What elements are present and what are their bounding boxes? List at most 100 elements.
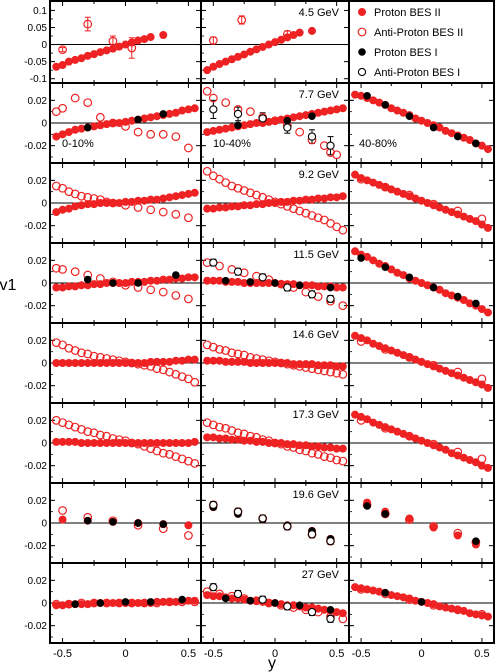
panel-r3-c2 (348, 242, 495, 324)
proton-bes1-point (405, 273, 414, 282)
panel-r4-c1: 14.6 GeV (200, 322, 350, 404)
proton-bes2-point (338, 104, 347, 113)
proton-bes2-point (190, 273, 199, 282)
proton-bes1-point (109, 518, 117, 526)
proton-bes1-point (146, 598, 155, 606)
y-tick-label: -0.02 (24, 221, 47, 232)
proton-bes2-point (483, 612, 492, 621)
antiproton-bes1-point (258, 595, 267, 604)
panel-r7-c1: 27 GeV (200, 562, 350, 644)
antiproton-bes1-point (258, 514, 267, 523)
antiproton-bes2-point (58, 418, 67, 428)
antiproton-bes2-point (190, 377, 200, 387)
panel-r4-c2 (348, 322, 495, 404)
panel-r2-c0: -0.02 0 0.02 (24, 162, 202, 244)
proton-bes1-point (308, 112, 316, 120)
antiproton-bes2-point (338, 301, 348, 311)
proton-bes1-point (83, 275, 92, 284)
antiproton-bes2-point (208, 420, 218, 430)
antiproton-bes2-point (184, 294, 193, 304)
antiproton-bes2-point (221, 98, 231, 107)
antiproton-bes2-point (221, 423, 231, 433)
antiproton-bes2-point (51, 263, 61, 273)
proton-bes2-point (477, 305, 486, 314)
proton-bes1-point (381, 510, 390, 518)
panel-r6-c1: 19.6 GeV (200, 482, 350, 564)
proton-bes2-point (483, 463, 492, 472)
antiproton-bes2-point (338, 369, 348, 379)
centrality-label: 40-80% (359, 138, 397, 150)
antiproton-bes2-point (70, 422, 80, 432)
antiproton-bes2-point (239, 186, 249, 195)
antiproton-bes2-point (208, 93, 218, 103)
antiproton-bes2-point (171, 452, 181, 462)
proton-bes2-point (405, 514, 414, 523)
antiproton-bes2-point (158, 207, 168, 217)
proton-bes1-point (429, 123, 438, 132)
antiproton-bes2-point (89, 428, 99, 438)
panel-r1-c2: 40-80% (348, 82, 495, 164)
antiproton-bes2-point (177, 454, 187, 464)
panel-r4-c0: -0.02 0 0.02 (24, 322, 202, 404)
proton-bes1-point (121, 598, 130, 606)
antiproton-bes2-point (313, 213, 323, 223)
y-tick-label: 0.05 (28, 23, 48, 34)
proton-bes2-point (159, 30, 168, 39)
antiproton-bes2-point (70, 189, 80, 199)
proton-bes1-point (109, 279, 117, 287)
antiproton-bes2-point (184, 143, 193, 153)
antiproton-bes2-point (51, 415, 61, 425)
legend-item: Anti-Proton BES I (357, 67, 460, 79)
antiproton-bes2-point (146, 205, 156, 215)
antiproton-bes2-point (184, 531, 193, 540)
antiproton-bes2-point (245, 188, 255, 198)
antiproton-bes2-point (319, 452, 329, 462)
antiproton-bes2-point (158, 365, 168, 375)
panel-r2-c1: 9.2 GeV (200, 162, 350, 244)
proton-bes2-point (459, 295, 468, 304)
proton-bes2-point (471, 217, 480, 226)
legend: Proton BES II Anti-Proton BES II Proton BE… (357, 7, 463, 79)
antiproton-bes2-point (64, 187, 74, 197)
proton-bes1-point (71, 600, 79, 608)
antiproton-bes2-point (233, 349, 243, 359)
panel-r1-c1: 7.7 GeV 10-40% (200, 82, 350, 164)
proton-bes1-point (178, 595, 186, 604)
energy-label: 7.7 GeV (299, 89, 340, 101)
antiproton-bes2-point (289, 204, 298, 214)
proton-bes2-point (190, 437, 199, 446)
panel-r3-c0: -0.02 0 0.02 (24, 242, 202, 324)
energy-label: 14.6 GeV (293, 329, 340, 341)
legend-label: Anti-Proton BES I (374, 67, 460, 79)
proton-bes2-point (351, 170, 360, 179)
proton-bes2-point (483, 383, 492, 392)
proton-bes2-point (357, 7, 366, 16)
proton-bes1-point (363, 92, 371, 100)
antiproton-bes2-point (215, 345, 224, 354)
antiproton-bes2-point (83, 427, 93, 437)
panel-r3-c1: 11.5 GeV (200, 242, 350, 324)
y-tick-label: 0.02 (28, 416, 48, 427)
antiproton-bes2-point (202, 86, 212, 96)
antiproton-bes2-point (165, 449, 174, 459)
antiproton-bes1-point (283, 123, 292, 132)
antiproton-bes2-point (152, 446, 162, 456)
y-tick-label: 0.02 (28, 96, 48, 107)
proton-bes1-point (134, 115, 142, 124)
proton-bes2-point (295, 28, 304, 37)
antiproton-bes2-point (133, 203, 143, 212)
y-tick-label: -0.05 (24, 57, 47, 68)
antiproton-bes2-point (58, 103, 67, 113)
antiproton-bes1-point (209, 500, 218, 510)
y-tick-label: 0.02 (28, 336, 48, 347)
proton-bes1-point (134, 519, 142, 527)
antiproton-bes1-point (307, 290, 317, 299)
antiproton-bes1-point (283, 602, 292, 611)
proton-bes2-point (441, 445, 450, 454)
panel-r5-c1: 17.3 GeV (200, 402, 350, 484)
x-tick-label: -0.5 (352, 648, 371, 660)
proton-bes1-point (283, 116, 292, 125)
proton-bes2-point (338, 444, 347, 453)
proton-bes2-point (363, 415, 372, 424)
panel-r0-c1: 4.5 GeV (200, 0, 350, 84)
